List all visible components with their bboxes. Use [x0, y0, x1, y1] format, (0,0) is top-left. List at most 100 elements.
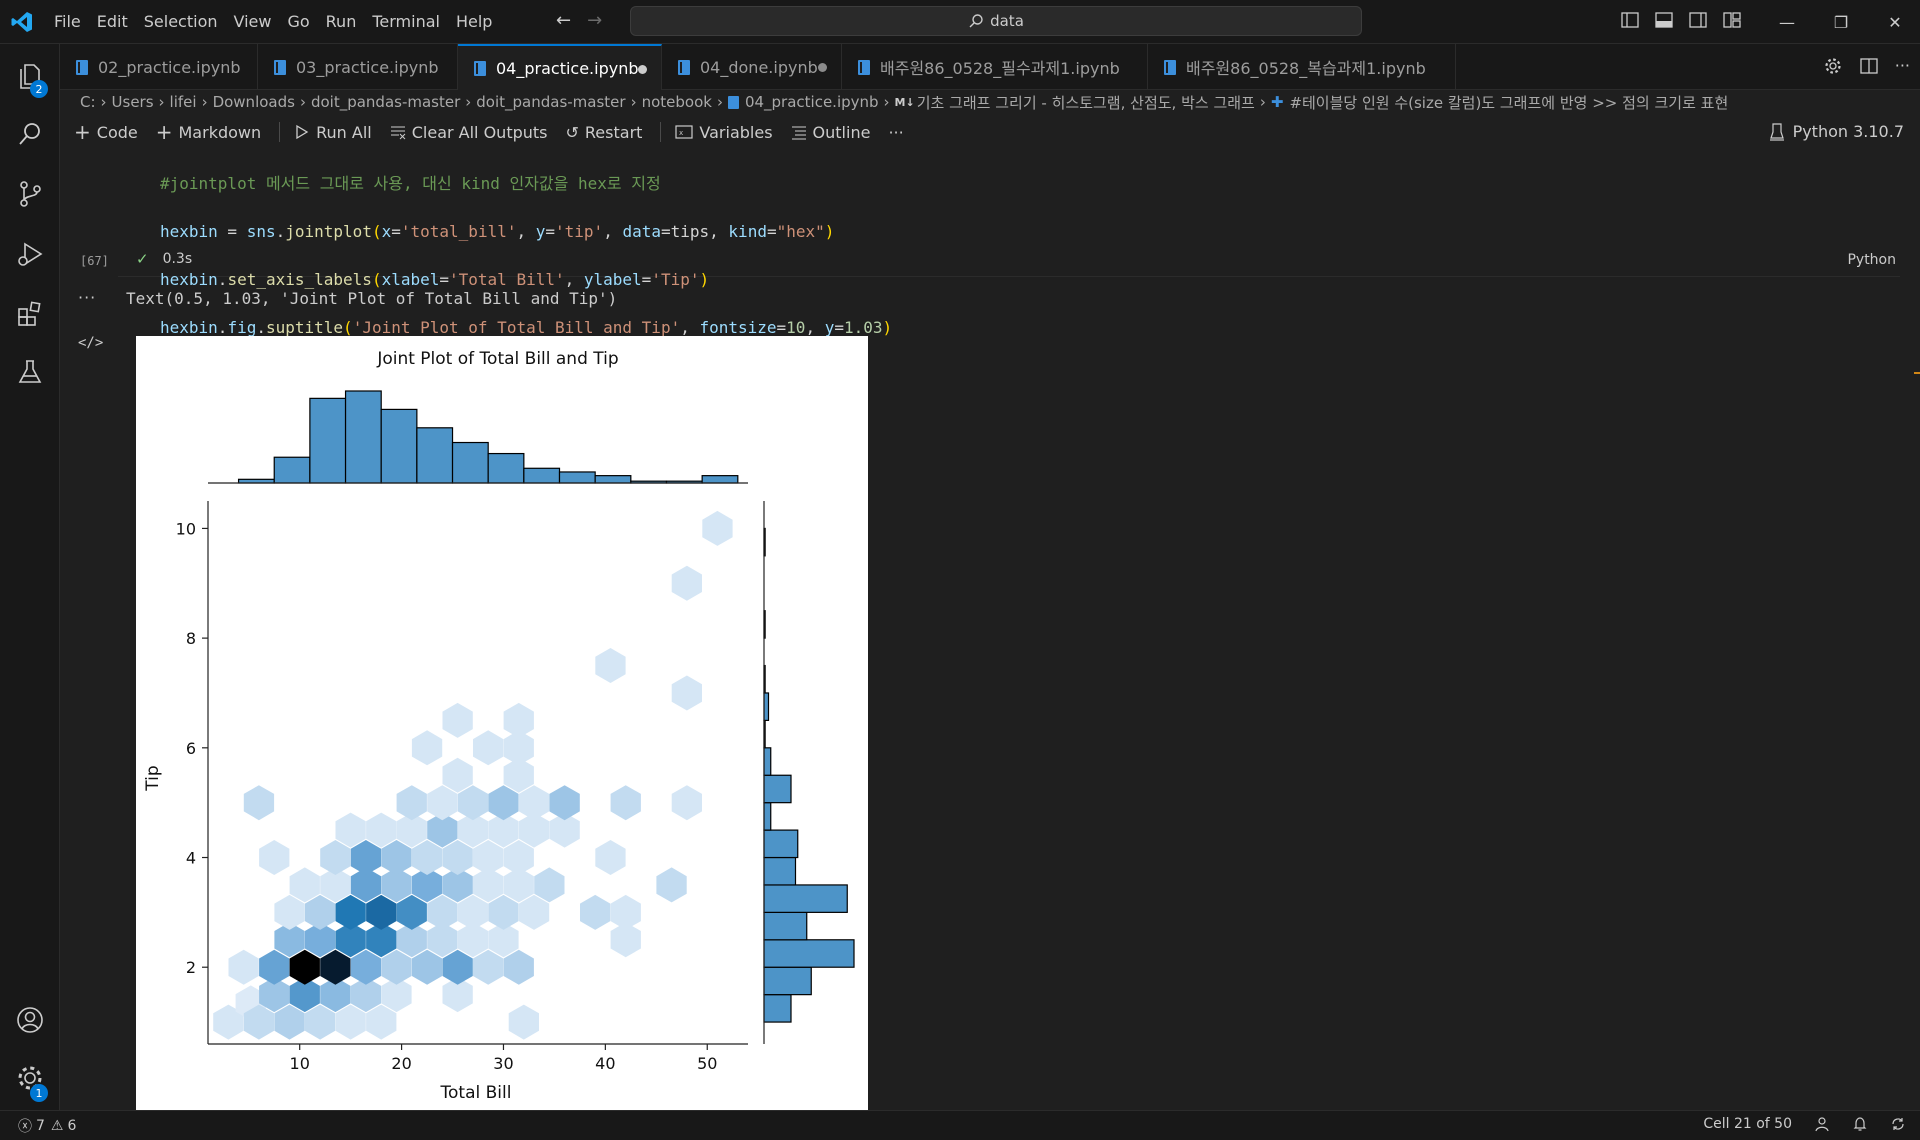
menu-view[interactable]: View [233, 12, 272, 31]
breadcrumb-section[interactable]: 기초 그래프 그리기 - 히스토그램, 산점도, 박스 그래프 [916, 93, 1255, 112]
menu-run[interactable]: Run [325, 12, 357, 31]
cell-position[interactable]: Cell 21 of 50 [1703, 1116, 1792, 1132]
outline-button[interactable]: Outline [791, 123, 870, 142]
breadcrumb-item[interactable]: C: [80, 93, 96, 111]
scrollbar-marker [1914, 372, 1920, 374]
search-icon[interactable] [14, 118, 46, 150]
hexbin-cell [228, 949, 259, 985]
run-all-button[interactable]: Run All [294, 123, 372, 142]
hexbin-cell [411, 867, 443, 903]
tab-03-practice[interactable]: 03_practice.ipynb [258, 44, 458, 90]
marginal-y-bar [763, 774, 792, 804]
customize-layout-icon[interactable] [1722, 10, 1742, 30]
kernel-icon [1769, 122, 1784, 141]
hexbin-cell [335, 922, 366, 958]
code-editor[interactable]: #jointplot 메서드 그대로 사용, 대신 kind 인자값을 hex로… [160, 148, 892, 364]
output-more-icon[interactable]: ··· [78, 288, 97, 307]
marginal-x-bar [594, 475, 632, 484]
breadcrumb-item[interactable]: doit_pandas-master [310, 93, 461, 111]
breadcrumb-file[interactable]: 04_practice.ipynb [744, 93, 879, 111]
breadcrumb-item[interactable]: lifei [169, 93, 197, 111]
output-mimetype-icon[interactable]: </> [78, 335, 104, 351]
menu-go[interactable]: Go [287, 12, 310, 31]
hexbin-cell [396, 785, 427, 821]
tab-02-practice[interactable]: 02_practice.ipynb [60, 44, 258, 90]
chevron-right-icon: › [465, 93, 472, 111]
variables-label: Variables [699, 122, 773, 142]
feedback-person-icon[interactable] [1814, 1116, 1830, 1132]
code-token: ylabel [583, 270, 642, 289]
breadcrumb-item[interactable]: Downloads [212, 93, 295, 111]
problems-indicator[interactable]: ⓧ 7 ⚠ 6 [18, 1116, 76, 1136]
unsaved-dot-icon[interactable] [638, 65, 647, 74]
breadcrumb-item[interactable]: notebook [641, 93, 712, 111]
command-center-search[interactable]: data [630, 6, 1362, 36]
kernel-picker[interactable]: Python 3.10.7 [1769, 122, 1904, 141]
menu-terminal[interactable]: Terminal [372, 12, 440, 31]
y-tick-label: 10 [176, 519, 196, 538]
menu-selection[interactable]: Selection [143, 12, 218, 31]
add-code-cell-button[interactable]: + Code [74, 120, 138, 144]
restore-icon[interactable]: ❐ [1833, 12, 1849, 32]
tab-04-done[interactable]: 04_done.ipynb [662, 44, 842, 90]
marginal-y-bar [763, 966, 812, 996]
run-and-debug-icon[interactable] [14, 238, 46, 270]
menu-edit[interactable]: Edit [96, 12, 128, 31]
code-token: hexbin [160, 222, 218, 241]
menu-file[interactable]: File [54, 12, 81, 31]
clear-outputs-label: Clear All Outputs [411, 122, 548, 142]
toggle-secondary-sidebar-icon[interactable] [1688, 10, 1708, 30]
code-token: ( [343, 318, 353, 337]
toggle-panel-icon[interactable] [1654, 10, 1674, 30]
title-bar: File Edit Selection View Go Run Terminal… [0, 0, 1920, 44]
split-editor-icon[interactable] [1859, 56, 1879, 76]
cell-language[interactable]: Python [1847, 252, 1896, 268]
source-control-icon[interactable] [14, 178, 46, 210]
notebook-file-icon [858, 59, 870, 75]
code-cell[interactable] [118, 145, 1900, 277]
more-toolbar-actions-button[interactable]: ··· [888, 123, 903, 142]
manage-gear-icon[interactable] [14, 1062, 46, 1094]
variables-button[interactable]: x Variables [675, 122, 773, 142]
tab-review-assignment[interactable]: 배주원86_0528_복습과제1.ipynb [1148, 44, 1456, 90]
breadcrumb-subsection[interactable]: #테이블당 인원 수(size 칼럼)도 그래프에 반영 >> 점의 크기로 표… [1289, 93, 1729, 112]
vscode-logo-icon[interactable] [10, 10, 34, 34]
code-token: ) [882, 318, 893, 337]
code-token: 10 [786, 318, 806, 337]
add-markdown-cell-button[interactable]: + Markdown [156, 120, 261, 144]
minimize-icon[interactable]: — [1779, 12, 1795, 32]
breadcrumb-item[interactable]: Users [111, 93, 154, 111]
restart-kernel-button[interactable]: ↺ Restart [566, 123, 643, 142]
notifications-bell-icon[interactable] [1852, 1116, 1868, 1132]
unsaved-dot-icon[interactable] [818, 63, 827, 72]
code-token: suptitle [265, 318, 344, 337]
hexbin-cell [457, 894, 489, 930]
x-tick-label: 10 [290, 1054, 310, 1073]
code-line-3: hexbin.set_axis_labels(xlabel='Total Bil… [160, 270, 710, 289]
hexbin-cell [396, 922, 427, 958]
back-arrow-icon[interactable]: ← [556, 10, 572, 31]
toggle-primary-sidebar-icon[interactable] [1620, 10, 1640, 30]
menu-help[interactable]: Help [455, 12, 493, 31]
tab-04-practice[interactable]: 04_practice.ipynb [458, 44, 662, 90]
extensions-icon[interactable] [14, 298, 46, 330]
editor-actions: ··· [1823, 56, 1910, 76]
notebook-settings-gear-icon[interactable] [1823, 56, 1843, 76]
breadcrumb-item[interactable]: doit_pandas-master [476, 93, 626, 111]
hexbin-cell [503, 867, 534, 903]
hexbin-cell [488, 894, 519, 930]
hexbin-joint-plot: Joint Plot of Total Bill and Tip 10 20 30 4… [143, 349, 855, 1103]
code-token: kind [728, 222, 767, 241]
hexbin-cell [381, 949, 412, 985]
svg-text:x: x [679, 129, 683, 137]
hexbin-cell [442, 949, 473, 985]
testing-flask-icon[interactable] [14, 356, 46, 388]
forward-arrow-icon[interactable]: → [587, 10, 603, 31]
more-actions-icon[interactable]: ··· [1894, 56, 1910, 75]
clear-all-outputs-button[interactable]: Clear All Outputs [390, 123, 548, 142]
close-icon[interactable]: ✕ [1888, 12, 1902, 32]
tab-required-assignment[interactable]: 배주원86_0528_필수과제1.ipynb [842, 44, 1148, 90]
accounts-icon[interactable] [14, 1004, 46, 1036]
tab-label: 02_practice.ipynb [98, 57, 241, 77]
sync-icon[interactable] [1890, 1116, 1906, 1132]
